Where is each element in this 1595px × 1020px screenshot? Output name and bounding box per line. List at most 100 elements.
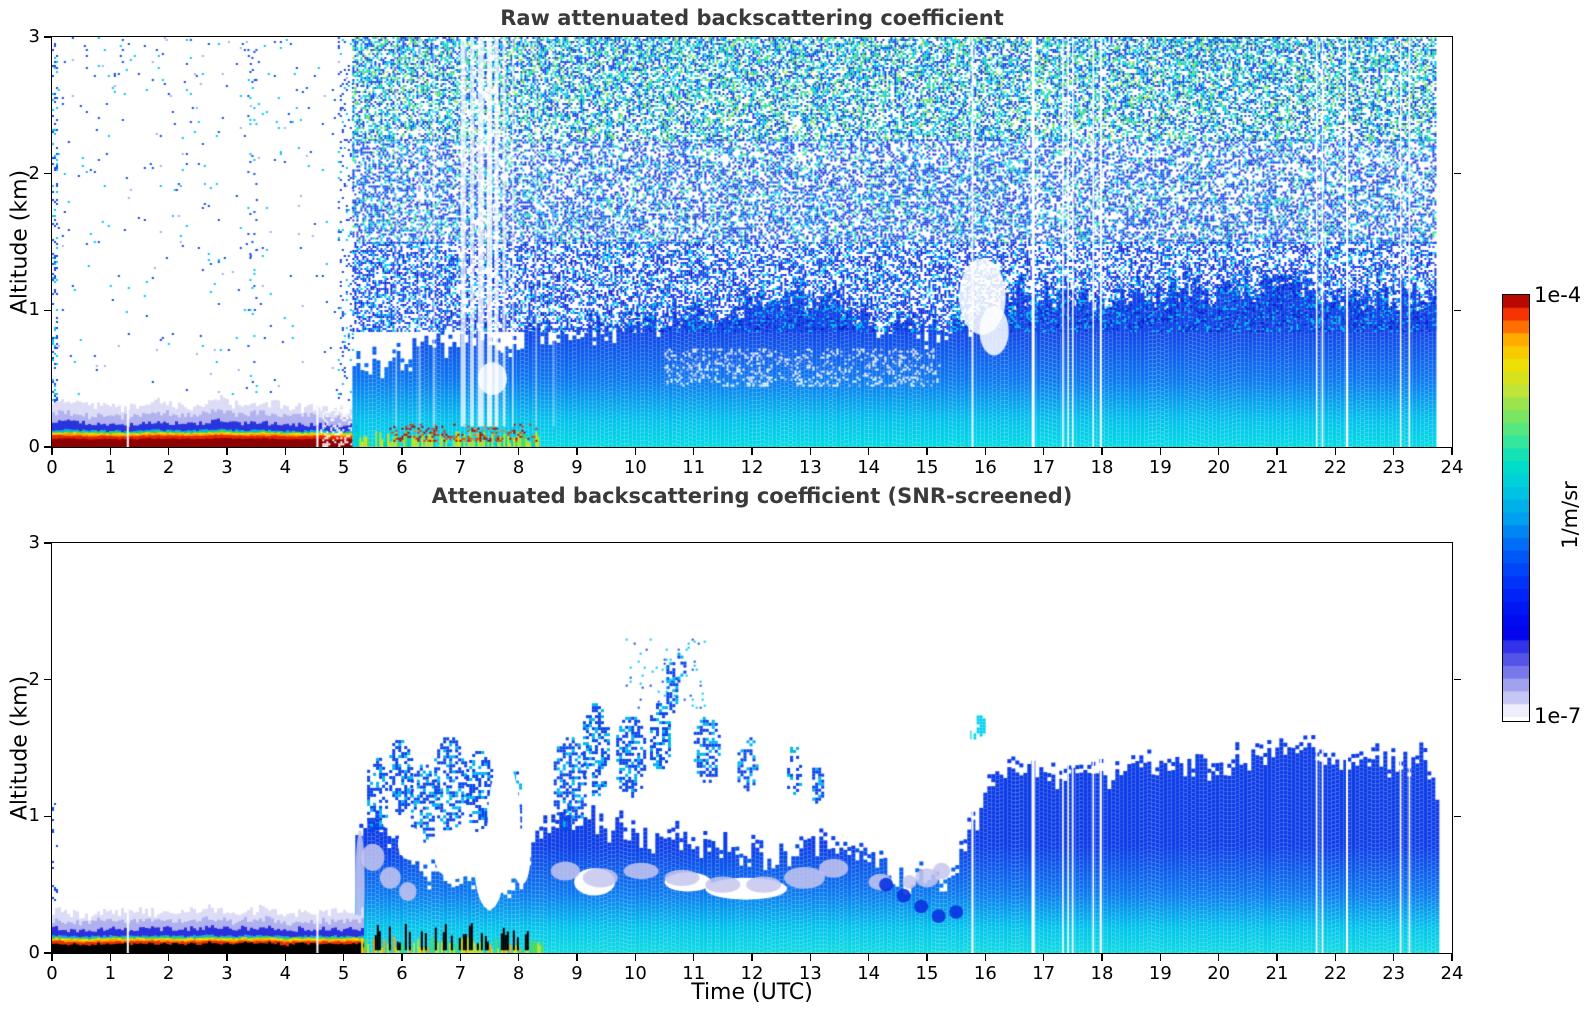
y-tick-mark [44,172,51,175]
x-tick-mark [634,954,637,961]
x-tick-mark [342,448,345,455]
x-tick-label: 12 [740,963,764,984]
raw-heatmap-canvas [52,37,1452,447]
x-tick-label: 19 [1148,457,1172,478]
x-tick-mark [692,954,695,961]
x-tick-mark [1217,448,1220,455]
y-tick-label: 2 [28,162,40,184]
y-tick-mark [44,678,51,681]
y-tick-mark [44,815,51,818]
x-tick-label: 11 [682,457,706,478]
x-tick-mark [517,954,520,961]
x-tick-label: 9 [571,963,583,984]
screened-heatmap-canvas [52,543,1452,953]
x-tick-mark [459,448,462,455]
y-tick-label: 1 [28,299,40,321]
x-tick-label: 20 [1207,963,1231,984]
x-tick-mark [401,954,403,961]
x-tick-label: 7 [454,457,467,478]
x-tick-mark [751,954,753,961]
x-tick-label: 6 [396,963,408,984]
x-tick-label: 2 [162,963,175,984]
x-tick-label: 19 [1148,963,1172,984]
x-tick-label: 15 [915,457,939,478]
x-tick-mark [1334,954,1337,961]
y-tick-label: 0 [28,436,40,457]
x-tick-mark [926,954,928,961]
x-tick-label: 14 [857,457,881,478]
x-tick-label: 4 [279,963,292,984]
x-tick-mark [1451,954,1453,961]
colorbar-max-label: 1e-4 [1534,283,1582,307]
x-tick-mark [576,448,578,455]
x-tick-mark [1392,448,1395,455]
y-tick-mark [44,36,51,38]
y-tick-label: 2 [28,668,40,690]
x-tick-mark [1159,448,1162,455]
x-tick-label: 6 [396,457,408,478]
x-tick-label: 3 [221,457,233,478]
x-tick-label: 11 [682,963,706,984]
screened-panel-title: Attenuated backscattering coefficient (S… [431,484,1073,508]
x-tick-mark [109,448,112,455]
x-tick-mark [459,954,462,961]
x-tick-label: 15 [915,963,939,984]
time-axis-label: Time (UTC) [691,980,813,1005]
colorbar-min-label: 1e-7 [1534,704,1582,728]
x-tick-label: 24 [1440,457,1464,478]
y-tick-mark-right [1454,678,1461,681]
x-tick-label: 16 [973,457,997,478]
x-tick-mark [401,448,403,455]
colorbar-canvas [1503,295,1529,717]
x-tick-label: 16 [973,963,997,984]
x-tick-mark [751,448,753,455]
x-tick-label: 22 [1323,457,1347,478]
x-tick-mark [1276,448,1278,455]
x-tick-mark [867,954,870,961]
colorbar [1502,294,1530,722]
x-tick-label: 12 [740,457,764,478]
x-tick-label: 20 [1207,457,1231,478]
x-tick-mark [576,954,578,961]
raw-ylabel: Altitude (km) [7,169,33,315]
x-tick-mark [51,954,53,961]
x-tick-mark [1159,954,1162,961]
x-tick-mark [342,954,345,961]
x-tick-label: 7 [454,963,467,984]
y-tick-label: 3 [28,532,40,553]
x-tick-label: 8 [512,963,525,984]
raw-panel [51,36,1453,448]
x-tick-label: 21 [1265,457,1289,478]
x-tick-label: 9 [571,457,583,478]
x-tick-mark [1451,448,1453,455]
y-tick-mark [44,952,51,954]
x-tick-label: 1 [104,963,117,984]
x-tick-mark [1101,448,1103,455]
x-tick-mark [517,448,520,455]
x-tick-label: 5 [337,457,350,478]
x-tick-label: 0 [46,963,58,984]
x-tick-label: 0 [46,457,58,478]
x-tick-mark [926,448,928,455]
x-tick-mark [1276,954,1278,961]
y-tick-mark-right [1454,815,1461,818]
x-tick-label: 3 [221,963,233,984]
screened-ylabel: Altitude (km) [7,675,33,821]
x-tick-label: 13 [798,457,822,478]
y-tick-mark [44,309,51,312]
x-tick-label: 13 [798,963,822,984]
x-tick-mark [51,448,53,455]
x-tick-mark [984,954,987,961]
screened-panel [51,542,1453,954]
x-tick-mark [634,448,637,455]
y-tick-label: 3 [28,26,40,47]
x-tick-mark [1392,954,1395,961]
x-tick-label: 18 [1090,963,1114,984]
x-tick-label: 17 [1032,963,1056,984]
x-tick-mark [867,448,870,455]
x-tick-mark [1042,448,1045,455]
x-tick-mark [226,954,228,961]
x-tick-label: 23 [1382,457,1406,478]
x-tick-mark [809,448,812,455]
x-tick-mark [1101,954,1103,961]
